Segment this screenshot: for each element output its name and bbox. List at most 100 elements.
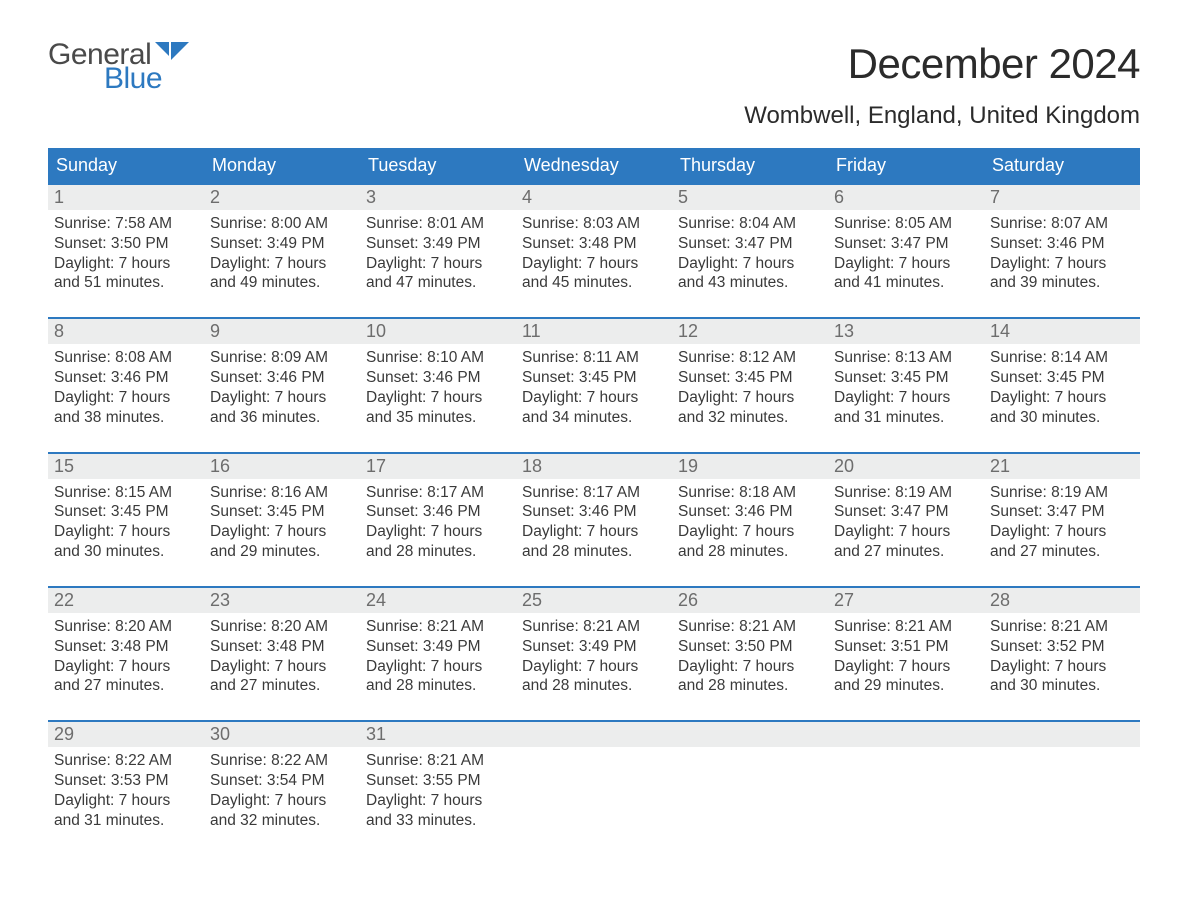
dayhead-fri: Friday	[828, 148, 984, 184]
daylight-line-2: and 29 minutes.	[210, 542, 354, 562]
header-bar: General Blue December 2024 Wombwell, Eng…	[48, 40, 1140, 140]
sunset-line: Sunset: 3:49 PM	[366, 234, 510, 254]
sunset-line: Sunset: 3:46 PM	[210, 368, 354, 388]
day-content-cell: Sunrise: 8:01 AMSunset: 3:49 PMDaylight:…	[360, 210, 516, 318]
day-content-cell: Sunrise: 8:22 AMSunset: 3:54 PMDaylight:…	[204, 747, 360, 854]
sunrise-line: Sunrise: 8:20 AM	[54, 617, 198, 637]
sunset-line: Sunset: 3:53 PM	[54, 771, 198, 791]
dayhead-sat: Saturday	[984, 148, 1140, 184]
day-number-cell: 3	[360, 184, 516, 210]
day-content-cell: Sunrise: 8:20 AMSunset: 3:48 PMDaylight:…	[48, 613, 204, 721]
daylight-line-1: Daylight: 7 hours	[522, 522, 666, 542]
sunset-line: Sunset: 3:47 PM	[678, 234, 822, 254]
sunset-line: Sunset: 3:55 PM	[366, 771, 510, 791]
day-number-cell: 9	[204, 318, 360, 344]
daylight-line-1: Daylight: 7 hours	[834, 522, 978, 542]
daylight-line-2: and 32 minutes.	[678, 408, 822, 428]
day-number-cell	[672, 721, 828, 747]
day-number-cell: 16	[204, 453, 360, 479]
sunset-line: Sunset: 3:46 PM	[366, 368, 510, 388]
day-content-cell: Sunrise: 8:04 AMSunset: 3:47 PMDaylight:…	[672, 210, 828, 318]
day-number-cell: 8	[48, 318, 204, 344]
day-content-cell: Sunrise: 8:17 AMSunset: 3:46 PMDaylight:…	[516, 479, 672, 587]
daylight-line-1: Daylight: 7 hours	[366, 791, 510, 811]
day-number-cell: 18	[516, 453, 672, 479]
dayhead-mon: Monday	[204, 148, 360, 184]
day-content-cell	[828, 747, 984, 854]
daylight-line-1: Daylight: 7 hours	[210, 791, 354, 811]
daylight-line-1: Daylight: 7 hours	[990, 522, 1134, 542]
sunrise-line: Sunrise: 8:18 AM	[678, 483, 822, 503]
sunset-line: Sunset: 3:45 PM	[522, 368, 666, 388]
day-content-cell: Sunrise: 7:58 AMSunset: 3:50 PMDaylight:…	[48, 210, 204, 318]
location-subtitle: Wombwell, England, United Kingdom	[744, 102, 1140, 130]
day-content-cell: Sunrise: 8:03 AMSunset: 3:48 PMDaylight:…	[516, 210, 672, 318]
week-content-row: Sunrise: 8:15 AMSunset: 3:45 PMDaylight:…	[48, 479, 1140, 587]
day-content-cell: Sunrise: 8:13 AMSunset: 3:45 PMDaylight:…	[828, 344, 984, 452]
day-number-cell: 15	[48, 453, 204, 479]
sunrise-line: Sunrise: 8:19 AM	[990, 483, 1134, 503]
day-number-cell: 6	[828, 184, 984, 210]
day-number-cell: 19	[672, 453, 828, 479]
sunset-line: Sunset: 3:50 PM	[54, 234, 198, 254]
day-content-cell: Sunrise: 8:21 AMSunset: 3:49 PMDaylight:…	[360, 613, 516, 721]
sunset-line: Sunset: 3:51 PM	[834, 637, 978, 657]
daylight-line-1: Daylight: 7 hours	[522, 657, 666, 677]
day-number-cell	[516, 721, 672, 747]
daylight-line-1: Daylight: 7 hours	[210, 388, 354, 408]
sunrise-line: Sunrise: 7:58 AM	[54, 214, 198, 234]
week-daynum-row: 891011121314	[48, 318, 1140, 344]
sunset-line: Sunset: 3:49 PM	[210, 234, 354, 254]
daylight-line-2: and 39 minutes.	[990, 273, 1134, 293]
daylight-line-1: Daylight: 7 hours	[54, 388, 198, 408]
sunset-line: Sunset: 3:47 PM	[990, 502, 1134, 522]
sunset-line: Sunset: 3:54 PM	[210, 771, 354, 791]
daylight-line-1: Daylight: 7 hours	[990, 657, 1134, 677]
day-number-cell: 29	[48, 721, 204, 747]
day-content-cell: Sunrise: 8:09 AMSunset: 3:46 PMDaylight:…	[204, 344, 360, 452]
sunset-line: Sunset: 3:46 PM	[366, 502, 510, 522]
daylight-line-2: and 31 minutes.	[54, 811, 198, 831]
sunrise-line: Sunrise: 8:13 AM	[834, 348, 978, 368]
daylight-line-1: Daylight: 7 hours	[678, 254, 822, 274]
day-content-cell: Sunrise: 8:21 AMSunset: 3:49 PMDaylight:…	[516, 613, 672, 721]
day-content-cell: Sunrise: 8:22 AMSunset: 3:53 PMDaylight:…	[48, 747, 204, 854]
daylight-line-1: Daylight: 7 hours	[54, 522, 198, 542]
day-number-cell: 2	[204, 184, 360, 210]
sunset-line: Sunset: 3:45 PM	[54, 502, 198, 522]
daylight-line-2: and 51 minutes.	[54, 273, 198, 293]
day-number-cell: 17	[360, 453, 516, 479]
daylight-line-1: Daylight: 7 hours	[678, 388, 822, 408]
daylight-line-1: Daylight: 7 hours	[366, 388, 510, 408]
sunrise-line: Sunrise: 8:22 AM	[210, 751, 354, 771]
day-number-cell: 13	[828, 318, 984, 344]
sunrise-line: Sunrise: 8:04 AM	[678, 214, 822, 234]
sunrise-line: Sunrise: 8:21 AM	[366, 751, 510, 771]
day-number-cell: 20	[828, 453, 984, 479]
dayhead-tue: Tuesday	[360, 148, 516, 184]
day-number-cell: 22	[48, 587, 204, 613]
daylight-line-2: and 32 minutes.	[210, 811, 354, 831]
dayhead-sun: Sunday	[48, 148, 204, 184]
daylight-line-1: Daylight: 7 hours	[834, 388, 978, 408]
daylight-line-2: and 41 minutes.	[834, 273, 978, 293]
daylight-line-2: and 28 minutes.	[366, 542, 510, 562]
day-content-cell: Sunrise: 8:19 AMSunset: 3:47 PMDaylight:…	[828, 479, 984, 587]
daylight-line-2: and 49 minutes.	[210, 273, 354, 293]
logo-text-blue: Blue	[104, 64, 189, 94]
day-number-cell: 5	[672, 184, 828, 210]
sunrise-line: Sunrise: 8:22 AM	[54, 751, 198, 771]
daylight-line-1: Daylight: 7 hours	[54, 657, 198, 677]
daylight-line-2: and 43 minutes.	[678, 273, 822, 293]
daylight-line-2: and 30 minutes.	[990, 408, 1134, 428]
daylight-line-2: and 27 minutes.	[54, 676, 198, 696]
day-number-cell: 12	[672, 318, 828, 344]
sunset-line: Sunset: 3:46 PM	[990, 234, 1134, 254]
sunrise-line: Sunrise: 8:21 AM	[366, 617, 510, 637]
sunset-line: Sunset: 3:46 PM	[522, 502, 666, 522]
sunrise-line: Sunrise: 8:08 AM	[54, 348, 198, 368]
daylight-line-1: Daylight: 7 hours	[990, 388, 1134, 408]
daylight-line-1: Daylight: 7 hours	[834, 657, 978, 677]
sunset-line: Sunset: 3:52 PM	[990, 637, 1134, 657]
daylight-line-1: Daylight: 7 hours	[366, 254, 510, 274]
